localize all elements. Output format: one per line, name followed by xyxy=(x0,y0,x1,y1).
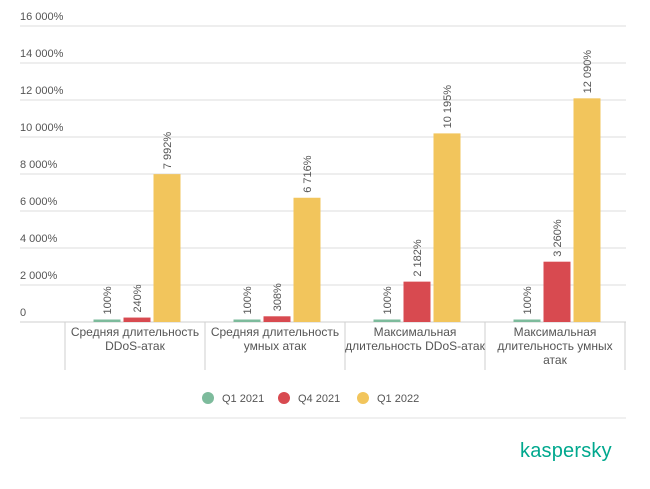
data-label: 3 260% xyxy=(552,219,564,257)
bar xyxy=(93,319,121,322)
bar xyxy=(263,316,291,322)
bar xyxy=(433,133,461,322)
legend-marker xyxy=(202,392,214,404)
category-label: умных атак xyxy=(244,339,307,353)
bar xyxy=(293,197,321,322)
y-tick-label: 8 000% xyxy=(20,159,58,171)
data-label: 100% xyxy=(522,286,534,314)
y-tick-label: 12 000% xyxy=(20,85,64,97)
data-label: 240% xyxy=(132,284,144,312)
y-tick-label: 10 000% xyxy=(20,122,64,134)
category-label: DDoS-атак xyxy=(105,339,165,353)
legend-label: Q1 2021 xyxy=(222,393,264,405)
category-label: длительность умных xyxy=(497,339,612,353)
y-tick-label: 0 xyxy=(20,307,26,319)
legend-label: Q1 2022 xyxy=(377,393,419,405)
kaspersky-logo: kaspersky xyxy=(520,440,612,462)
legend-label: Q4 2021 xyxy=(298,393,340,405)
legend-marker xyxy=(278,392,290,404)
data-label: 2 182% xyxy=(412,239,424,277)
data-label: 10 195% xyxy=(442,85,454,129)
y-tick-label: 4 000% xyxy=(20,233,58,245)
bar xyxy=(403,281,431,322)
bar xyxy=(373,319,401,322)
bar xyxy=(123,317,151,322)
bar xyxy=(153,174,181,322)
bar xyxy=(233,319,261,322)
bar xyxy=(513,319,541,322)
bar xyxy=(573,98,601,323)
data-label: 100% xyxy=(242,286,254,314)
y-tick-label: 6 000% xyxy=(20,196,58,208)
data-label: 6 716% xyxy=(302,155,314,193)
category-label: Средняя длительность xyxy=(71,325,199,339)
data-label: 100% xyxy=(102,286,114,314)
legend-marker xyxy=(357,392,369,404)
data-label: 308% xyxy=(272,283,284,311)
category-label: Максимальная xyxy=(514,325,597,339)
category-label: Максимальная xyxy=(374,325,457,339)
category-label: длительность DDoS-атак xyxy=(345,339,485,353)
category-label: атак xyxy=(543,353,567,367)
data-label: 7 992% xyxy=(162,132,174,170)
y-tick-label: 14 000% xyxy=(20,48,64,60)
data-label: 12 090% xyxy=(582,50,594,94)
y-tick-label: 2 000% xyxy=(20,270,58,282)
data-label: 100% xyxy=(382,286,394,314)
bar xyxy=(543,261,571,322)
y-tick-label: 16 000% xyxy=(20,11,64,23)
category-label: Средняя длительность xyxy=(211,325,339,339)
